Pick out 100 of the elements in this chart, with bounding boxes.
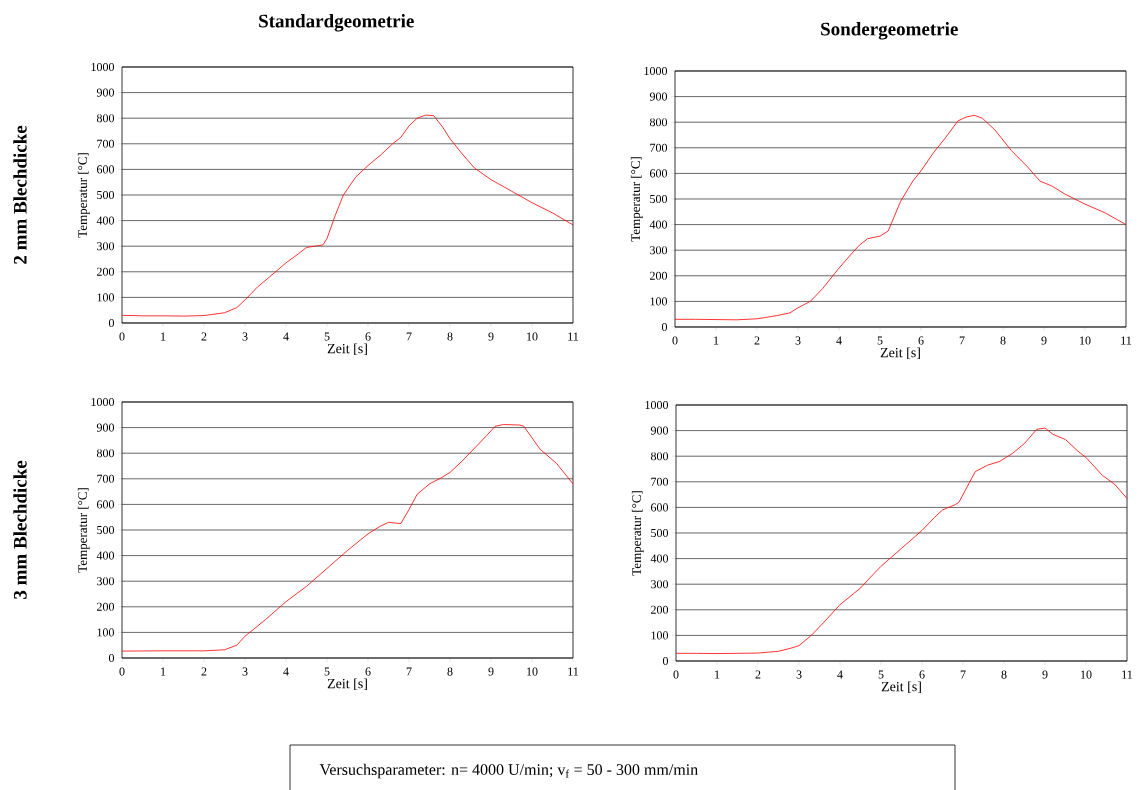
y-tick-label: 300 <box>97 577 115 586</box>
x-tick-label: 6 <box>365 667 371 676</box>
text: 3 mm Blechdicke <box>13 460 27 599</box>
x-tick-label: 11 <box>568 667 579 676</box>
y-tick-label: 700 <box>97 474 115 483</box>
y-tick-label: 200 <box>651 605 669 614</box>
x-tick-label: 1 <box>161 667 166 676</box>
x-axis-title: Zeit [s] <box>881 681 921 694</box>
y-tick-label: 100 <box>97 293 115 302</box>
x-tick-label: 10 <box>527 667 538 676</box>
y-tick-label: 200 <box>650 271 668 280</box>
y-tick-label: 800 <box>96 114 115 123</box>
x-tick-label: 1 <box>161 332 166 341</box>
x-tick-label: 9 <box>488 667 494 676</box>
x-tick-label: 6 <box>365 332 371 341</box>
y-tick-label: 800 <box>650 452 669 461</box>
y-tick-label: 900 <box>649 92 668 101</box>
y-axis-title: Temperatur [°C] <box>77 153 90 238</box>
y-tick-label: 900 <box>96 423 115 432</box>
y-tick-label: 200 <box>97 267 115 276</box>
x-tick-label: 7 <box>406 332 412 341</box>
y-tick-label: 700 <box>650 143 668 152</box>
y-tick-label: 1000 <box>645 400 669 410</box>
x-tick-label: 5 <box>324 332 330 341</box>
y-axis-title: Temperatur [°C] <box>630 157 643 242</box>
y-tick-label: 1000 <box>644 66 668 76</box>
y-tick-label: 500 <box>651 528 669 538</box>
y-tick-label: 500 <box>650 194 668 204</box>
text: 2 mm Blechdicke <box>13 125 27 264</box>
y-tick-label: 0 <box>108 653 115 663</box>
x-tick-label: 0 <box>119 332 125 341</box>
x-tick-label: 4 <box>837 670 843 679</box>
y-tick-label: 600 <box>97 165 115 174</box>
x-tick-label: 7 <box>406 667 412 676</box>
y-tick-label: 0 <box>662 656 669 666</box>
y-tick-label: 900 <box>96 88 115 97</box>
y-tick-label: 100 <box>650 297 668 306</box>
y-tick-label: 500 <box>97 525 115 535</box>
line-series <box>121 114 574 317</box>
line-series <box>674 114 1127 321</box>
y-tick-label: 300 <box>650 246 668 255</box>
y-tick-label: 700 <box>651 477 669 486</box>
x-axis-title: Zeit [s] <box>327 678 367 691</box>
x-tick-label: 9 <box>1042 670 1048 679</box>
y-tick-label: 800 <box>649 118 668 127</box>
x-tick-label: 7 <box>959 336 965 345</box>
y-tick-label: 100 <box>651 631 669 640</box>
x-tick-label: 1 <box>714 336 719 345</box>
x-tick-label: 8 <box>1001 670 1007 679</box>
y-tick-label: 100 <box>97 628 115 637</box>
y-tick-label: 600 <box>651 503 669 512</box>
x-axis-title: Zeit [s] <box>327 343 367 356</box>
y-tick-label: 1000 <box>91 62 115 72</box>
x-tick-label: 1 <box>715 670 720 679</box>
y-tick-label: 0 <box>661 322 668 332</box>
y-tick-label: 0 <box>108 318 115 328</box>
x-tick-label: 7 <box>960 670 966 679</box>
x-tick-label: 3 <box>242 667 248 676</box>
y-axis-title: Temperatur [°C] <box>631 491 644 576</box>
y-axis-title: Temperatur [°C] <box>77 488 90 573</box>
y-tick-label: 400 <box>650 554 669 563</box>
x-tick-label: 8 <box>447 667 453 676</box>
y-tick-label: 400 <box>649 220 668 229</box>
y-tick-label: 800 <box>96 449 115 458</box>
x-tick-label: 0 <box>119 667 125 676</box>
x-tick-label: 5 <box>324 667 330 676</box>
y-tick-label: 900 <box>650 426 669 435</box>
x-tick-label: 4 <box>283 667 289 676</box>
y-tick-label: 600 <box>650 169 668 178</box>
x-tick-label: 9 <box>1041 336 1047 345</box>
x-tick-label: 11 <box>1122 670 1133 679</box>
x-tick-label: 10 <box>527 332 538 341</box>
x-tick-label: 2 <box>755 670 761 679</box>
line-series <box>121 424 574 652</box>
y-tick-label: 700 <box>97 139 115 148</box>
x-tick-label: 3 <box>795 336 801 345</box>
x-tick-label: 10 <box>1080 336 1091 345</box>
x-tick-label: 5 <box>878 670 884 679</box>
y-tick-label: 1000 <box>91 397 115 407</box>
x-tick-label: 3 <box>796 670 802 679</box>
y-tick-label: 500 <box>97 190 115 200</box>
x-tick-label: 10 <box>1081 670 1092 679</box>
x-tick-label: 11 <box>1121 336 1132 345</box>
x-tick-label: 9 <box>488 332 494 341</box>
x-tick-label: 6 <box>919 670 925 679</box>
y-tick-label: 400 <box>96 551 115 560</box>
text: Versuchsparameter: n= 4000 U/min; v$_{f}$ = 50 - 300 mm/min <box>319 763 698 779</box>
y-tick-label: 300 <box>97 242 115 251</box>
chart-title: Standardgeometrie <box>259 14 414 32</box>
x-tick-label: 4 <box>836 336 842 345</box>
x-tick-label: 3 <box>242 332 248 341</box>
x-tick-label: 0 <box>673 670 679 679</box>
x-tick-label: 2 <box>201 667 207 676</box>
x-tick-label: 8 <box>447 332 453 341</box>
y-tick-label: 400 <box>96 216 115 225</box>
y-tick-label: 600 <box>97 500 115 509</box>
x-tick-label: 4 <box>283 332 289 341</box>
x-tick-label: 5 <box>877 336 883 345</box>
x-axis-title: Zeit [s] <box>880 347 920 360</box>
x-tick-label: 8 <box>1000 336 1006 345</box>
